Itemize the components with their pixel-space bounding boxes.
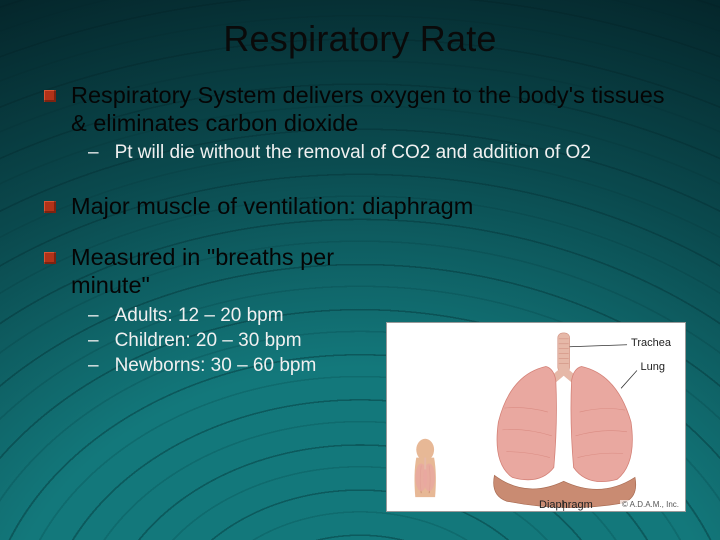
bullet-text: Measured in "breaths per minute" — [71, 244, 374, 299]
label-lung: Lung — [641, 361, 665, 373]
dash-bullet-icon: – — [88, 329, 99, 352]
bullet-lvl1: Major muscle of ventilation: diaphragm — [44, 193, 684, 221]
illustration-credit: © A.D.A.M., Inc. — [620, 500, 681, 509]
dash-bullet-icon: – — [88, 141, 99, 164]
label-diaphragm: Diaphragm — [539, 499, 593, 511]
bullet-lvl1: Respiratory System delivers oxygen to th… — [44, 82, 684, 137]
bullet-text: Major muscle of ventilation: diaphragm — [71, 193, 684, 221]
dash-bullet-icon: – — [88, 354, 99, 377]
dash-bullet-icon: – — [88, 304, 99, 327]
anatomy-illustration: Trachea Lung Diaphragm © A.D.A.M., Inc. — [386, 322, 686, 512]
square-bullet-icon — [44, 90, 56, 102]
slide: Respiratory Rate Respiratory System deli… — [0, 0, 720, 540]
slide-title: Respiratory Rate — [36, 18, 684, 60]
lungs-diagram-icon — [387, 323, 685, 511]
bullet-text: Pt will die without the removal of CO2 a… — [115, 141, 684, 164]
bullet-lvl2: – Pt will die without the removal of CO2… — [88, 141, 684, 164]
bullet-lvl1: Measured in "breaths per minute" — [44, 244, 374, 299]
label-trachea: Trachea — [631, 337, 671, 349]
bullet-text: Respiratory System delivers oxygen to th… — [71, 82, 684, 137]
square-bullet-icon — [44, 252, 56, 264]
square-bullet-icon — [44, 201, 56, 213]
